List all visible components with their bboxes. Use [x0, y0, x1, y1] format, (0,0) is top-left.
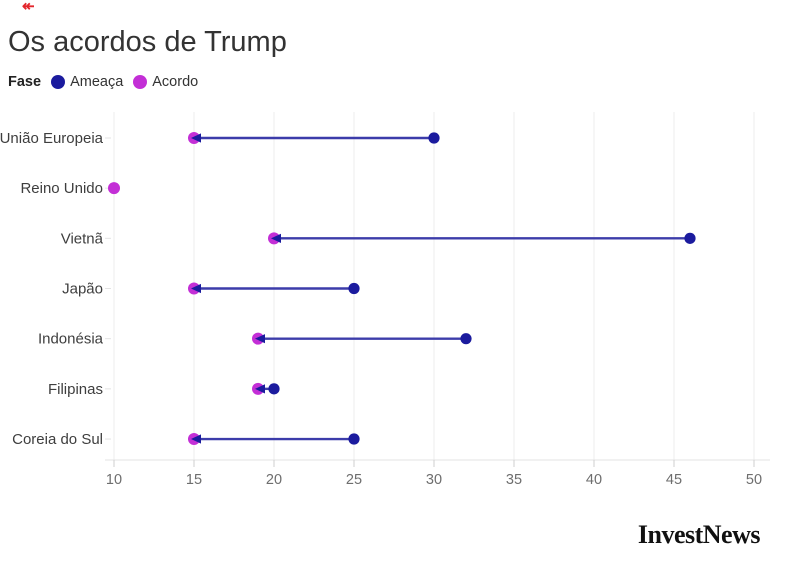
arrowhead	[255, 384, 265, 394]
category-label: Reino Unido	[20, 180, 103, 197]
legend-item-label: Ameaça	[70, 74, 124, 90]
chart-title: Os acordos de Trump	[8, 26, 287, 58]
threat-dot	[268, 383, 280, 395]
legend: Fase Ameaça Acordo	[8, 74, 198, 90]
acordo-swatch-icon	[133, 75, 148, 89]
arrowhead	[191, 133, 201, 143]
footer-logo: InvestNews	[637, 520, 761, 549]
x-tick-label: 25	[346, 472, 362, 488]
category-label: Vietnã	[61, 230, 104, 247]
x-tick-label: 40	[586, 472, 602, 488]
deal-dot	[108, 182, 120, 195]
arrowhead	[191, 434, 201, 444]
x-tick-label: 20	[266, 472, 282, 488]
threat-dot	[348, 433, 360, 445]
red-arrows-icon: ↞	[22, 0, 35, 15]
threat-dot	[460, 333, 472, 345]
category-label: Indonésia	[38, 331, 104, 348]
threat-dot	[428, 132, 440, 144]
category-label: Filipinas	[48, 381, 103, 398]
x-tick-label: 30	[426, 472, 442, 488]
category-label: Coreia do Sul	[12, 431, 103, 448]
x-tick-label: 35	[506, 472, 522, 488]
legend-item-acordo[interactable]: Acordo	[133, 74, 198, 90]
x-tick-label: 15	[186, 472, 202, 488]
x-tick-label: 45	[666, 472, 682, 488]
arrowhead	[271, 233, 281, 243]
threat-dot	[348, 282, 360, 295]
category-label: União Europeia	[0, 130, 104, 147]
arrowhead	[191, 283, 201, 294]
x-tick-label: 10	[106, 472, 122, 488]
ameaca-swatch-icon	[51, 75, 66, 89]
arrowhead	[255, 334, 265, 344]
legend-item-ameaca[interactable]: Ameaça	[51, 74, 123, 90]
x-tick-label: 50	[746, 472, 762, 488]
threat-dot	[684, 232, 696, 244]
category-label: Japão	[62, 281, 103, 298]
legend-item-label: Acordo	[152, 74, 199, 90]
legend-title: Fase	[8, 74, 42, 90]
